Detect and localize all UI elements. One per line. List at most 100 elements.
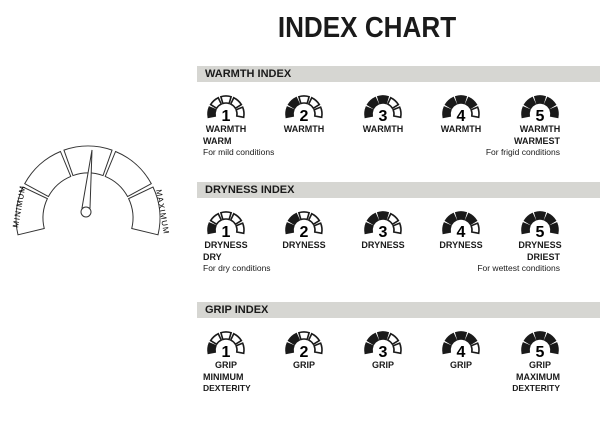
- right-description: MAXIMUM DEXTERITY: [512, 372, 560, 394]
- gauge-segment: [366, 96, 380, 110]
- gauge-segment: [287, 212, 301, 226]
- gauge-icon: 1: [207, 95, 245, 122]
- description-text: For wettest conditions: [477, 263, 560, 273]
- level-number: 3: [379, 108, 388, 122]
- page-title: INDEX CHART: [277, 12, 457, 44]
- index-level-item: 2 DRYNESS: [269, 206, 339, 250]
- index-level-item: 3 WARMTH: [348, 90, 418, 134]
- gauge-segment: [392, 222, 402, 235]
- gauge-segment: [313, 222, 323, 235]
- gauge-segment: [24, 150, 72, 198]
- level-label: WARMTH: [440, 124, 482, 134]
- description-title: DRIEST: [526, 252, 560, 262]
- gauge-segment: [235, 222, 245, 235]
- gauge-segment: [287, 96, 301, 110]
- level-number: 4: [457, 224, 466, 238]
- gauge-segment: [549, 222, 559, 235]
- index-level-item: 5 WARMTH: [505, 90, 575, 134]
- gauge-segment: [219, 95, 233, 105]
- level-number: 2: [300, 344, 309, 358]
- level-label: WARMTH: [283, 124, 325, 134]
- gauge-segment: [376, 211, 390, 221]
- right-description: WARMEST For frigid conditions: [486, 136, 560, 158]
- gauge-segment: [366, 332, 380, 346]
- section-header: WARMTH INDEX: [197, 66, 600, 82]
- gauge-segment: [104, 150, 152, 198]
- gauge-segment: [235, 342, 245, 355]
- level-number: 3: [379, 344, 388, 358]
- gauge-segment: [285, 106, 295, 119]
- level-number: 1: [222, 344, 231, 358]
- gauge-diagram: MINIMUM MAXIMUM: [11, 145, 171, 236]
- index-level-item: 1 WARMTH: [191, 90, 261, 134]
- gauge-segment: [376, 95, 390, 105]
- gauge-segment: [533, 331, 547, 341]
- gauge-icon: 1: [207, 211, 245, 238]
- gauge-segment: [523, 332, 537, 346]
- gauge-segment: [464, 96, 478, 110]
- description-title: MINIMUM: [203, 372, 244, 382]
- gauge-segment: [364, 106, 374, 119]
- level-label: DRYNESS: [204, 240, 248, 250]
- index-level-item: 4 GRIP: [426, 326, 496, 370]
- level-label: GRIP: [449, 360, 472, 370]
- level-number: 5: [536, 108, 545, 122]
- gauge-segment: [464, 212, 478, 226]
- gauge-segment: [229, 96, 243, 110]
- gauge-segment: [454, 95, 468, 105]
- gauge-segment: [235, 106, 245, 119]
- gauge-segment: [285, 342, 295, 355]
- gauge-segment: [219, 331, 233, 341]
- gauge-segment: [297, 95, 311, 105]
- gauge-segment: [386, 332, 400, 346]
- gauge-segment: [464, 332, 478, 346]
- index-level-item: 5 GRIP: [505, 326, 575, 370]
- gauge-segment: [364, 342, 374, 355]
- level-label: DRYNESS: [439, 240, 483, 250]
- gauge-icon: 2: [285, 211, 323, 238]
- level-label: GRIP: [371, 360, 394, 370]
- gauge-segment: [287, 332, 301, 346]
- gauge-segment: [376, 331, 390, 341]
- left-description: DRY For dry conditions: [203, 252, 271, 274]
- gauge-segment: [229, 332, 243, 346]
- level-label: DRYNESS: [518, 240, 562, 250]
- gauge-icon: 4: [442, 211, 480, 238]
- gauge-segment: [392, 342, 402, 355]
- index-level-item: 5 DRYNESS: [505, 206, 575, 250]
- gauge-segment: [386, 212, 400, 226]
- gauge-icon: 2: [285, 331, 323, 358]
- left-description: WARM For mild conditions: [203, 136, 274, 158]
- gauge-segment: [207, 342, 217, 355]
- gauge-segment: [521, 342, 531, 355]
- gauge-segment: [307, 96, 321, 110]
- gauge-segment: [442, 106, 452, 119]
- gauge-segment: [366, 212, 380, 226]
- gauge-segment: [454, 211, 468, 221]
- level-label: GRIP: [214, 360, 237, 370]
- gauge-icon: 3: [364, 95, 402, 122]
- level-number: 3: [379, 224, 388, 238]
- gauge-icon: 5: [521, 211, 559, 238]
- gauge-icon: 4: [442, 331, 480, 358]
- gauge-segment: [521, 106, 531, 119]
- gauge-segment: [523, 212, 537, 226]
- level-label: DRYNESS: [282, 240, 326, 250]
- description-title: DRY: [203, 252, 222, 262]
- gauge-segment: [442, 342, 452, 355]
- gauge-segment: [307, 212, 321, 226]
- gauge-segment: [229, 212, 243, 226]
- description-text: DEXTERITY: [203, 383, 251, 393]
- gauge-icon: 4: [442, 95, 480, 122]
- gauge-segment: [543, 332, 557, 346]
- description-text: For dry conditions: [203, 263, 271, 273]
- gauge-segment: [285, 222, 295, 235]
- gauge-segment: [207, 106, 217, 119]
- level-label: WARMTH: [519, 124, 561, 134]
- gauge-segment: [543, 212, 557, 226]
- index-level-item: 3 GRIP: [348, 326, 418, 370]
- level-label: WARMTH: [205, 124, 247, 134]
- gauge-segment: [549, 106, 559, 119]
- gauge-segment: [470, 106, 480, 119]
- level-label: GRIP: [528, 360, 551, 370]
